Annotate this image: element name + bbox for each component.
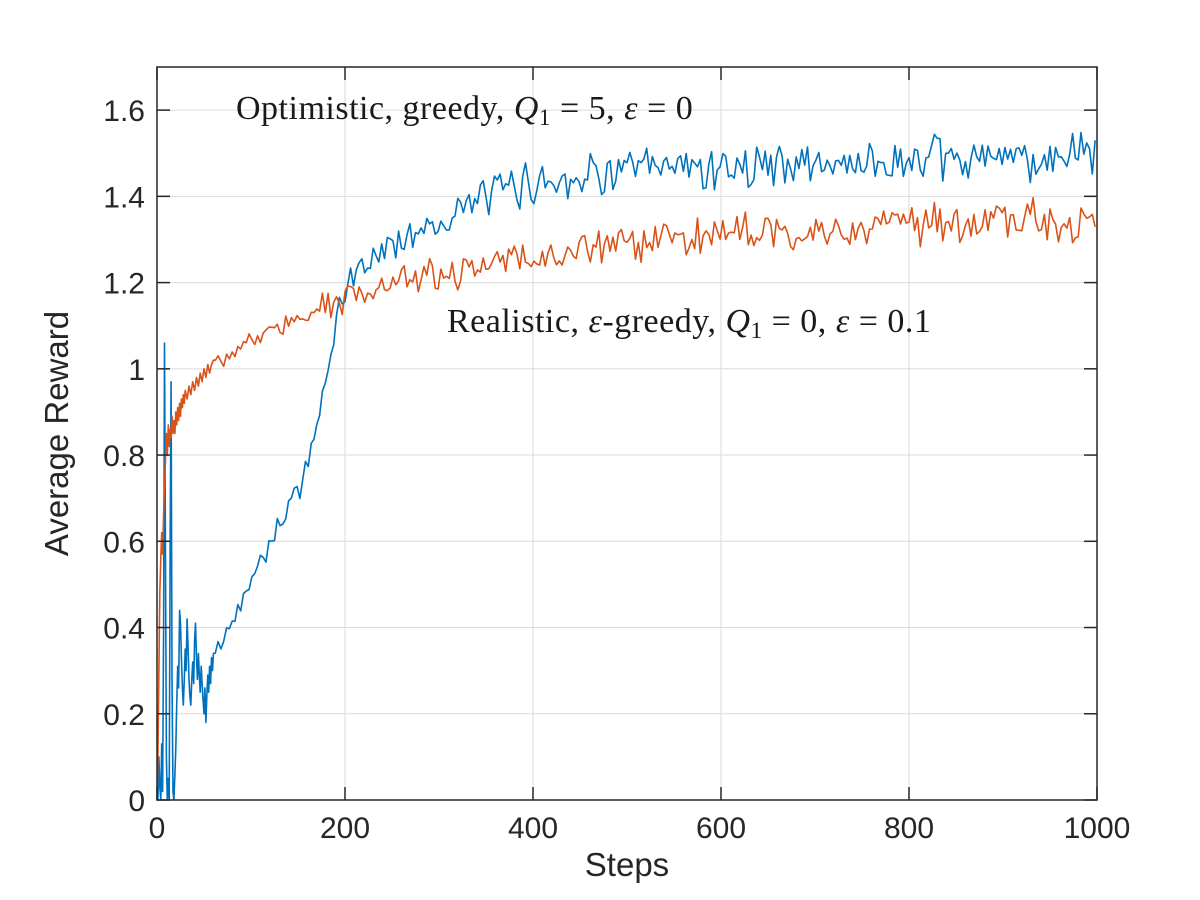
annotation-math-q: Q bbox=[725, 303, 751, 340]
annotation-text: = 0.1 bbox=[849, 303, 932, 340]
annotation-text: = 0 bbox=[638, 90, 694, 127]
y-tick-label: 1.2 bbox=[103, 268, 145, 301]
y-tick-label: 0.8 bbox=[103, 440, 145, 473]
y-tick-label: 0.4 bbox=[103, 613, 145, 646]
series-realistic-line bbox=[157, 196, 1096, 800]
x-tick-label: 1000 bbox=[1064, 812, 1131, 845]
annotation-text: Optimistic, greedy, bbox=[236, 90, 514, 127]
x-tick-label: 200 bbox=[320, 812, 370, 845]
y-tick-label: 0 bbox=[128, 785, 145, 818]
y-tick-label: 0.2 bbox=[103, 699, 145, 732]
annotation-math-q: Q bbox=[513, 90, 539, 127]
annotation-text: = 0, bbox=[762, 303, 836, 340]
x-tick-label: 800 bbox=[884, 812, 934, 845]
series-optimistic-line bbox=[157, 131, 1096, 800]
annotation-math-epsilon: ε bbox=[835, 303, 850, 340]
y-tick-label: 0.6 bbox=[103, 526, 145, 559]
y-tick-label: 1 bbox=[128, 354, 145, 387]
y-tick-label: 1.6 bbox=[103, 95, 145, 128]
y-axis-label: Average Reward bbox=[38, 311, 75, 556]
annotation-realistic-eps-greedy: Realistic, ε-greedy, Q1 = 0, ε = 0.1 bbox=[447, 303, 931, 345]
plot-border bbox=[156, 66, 1098, 801]
annotation-math-q-sub: 1 bbox=[538, 104, 551, 131]
x-tick-label: 600 bbox=[696, 812, 746, 845]
annotation-text: -greedy, bbox=[602, 303, 726, 340]
y-tick-label: 1.4 bbox=[103, 181, 145, 214]
x-axis-label: Steps bbox=[585, 846, 669, 883]
annotation-text: Realistic, bbox=[447, 303, 589, 340]
annotation-math-epsilon: ε bbox=[588, 303, 603, 340]
annotation-optimistic-greedy: Optimistic, greedy, Q1 = 5, ε = 0 bbox=[236, 90, 693, 132]
annotation-math-q-sub: 1 bbox=[750, 317, 763, 344]
x-tick-label: 400 bbox=[508, 812, 558, 845]
annotation-math-epsilon: ε bbox=[624, 90, 639, 127]
annotation-text: = 5, bbox=[550, 90, 625, 127]
x-tick-label: 0 bbox=[149, 812, 166, 845]
